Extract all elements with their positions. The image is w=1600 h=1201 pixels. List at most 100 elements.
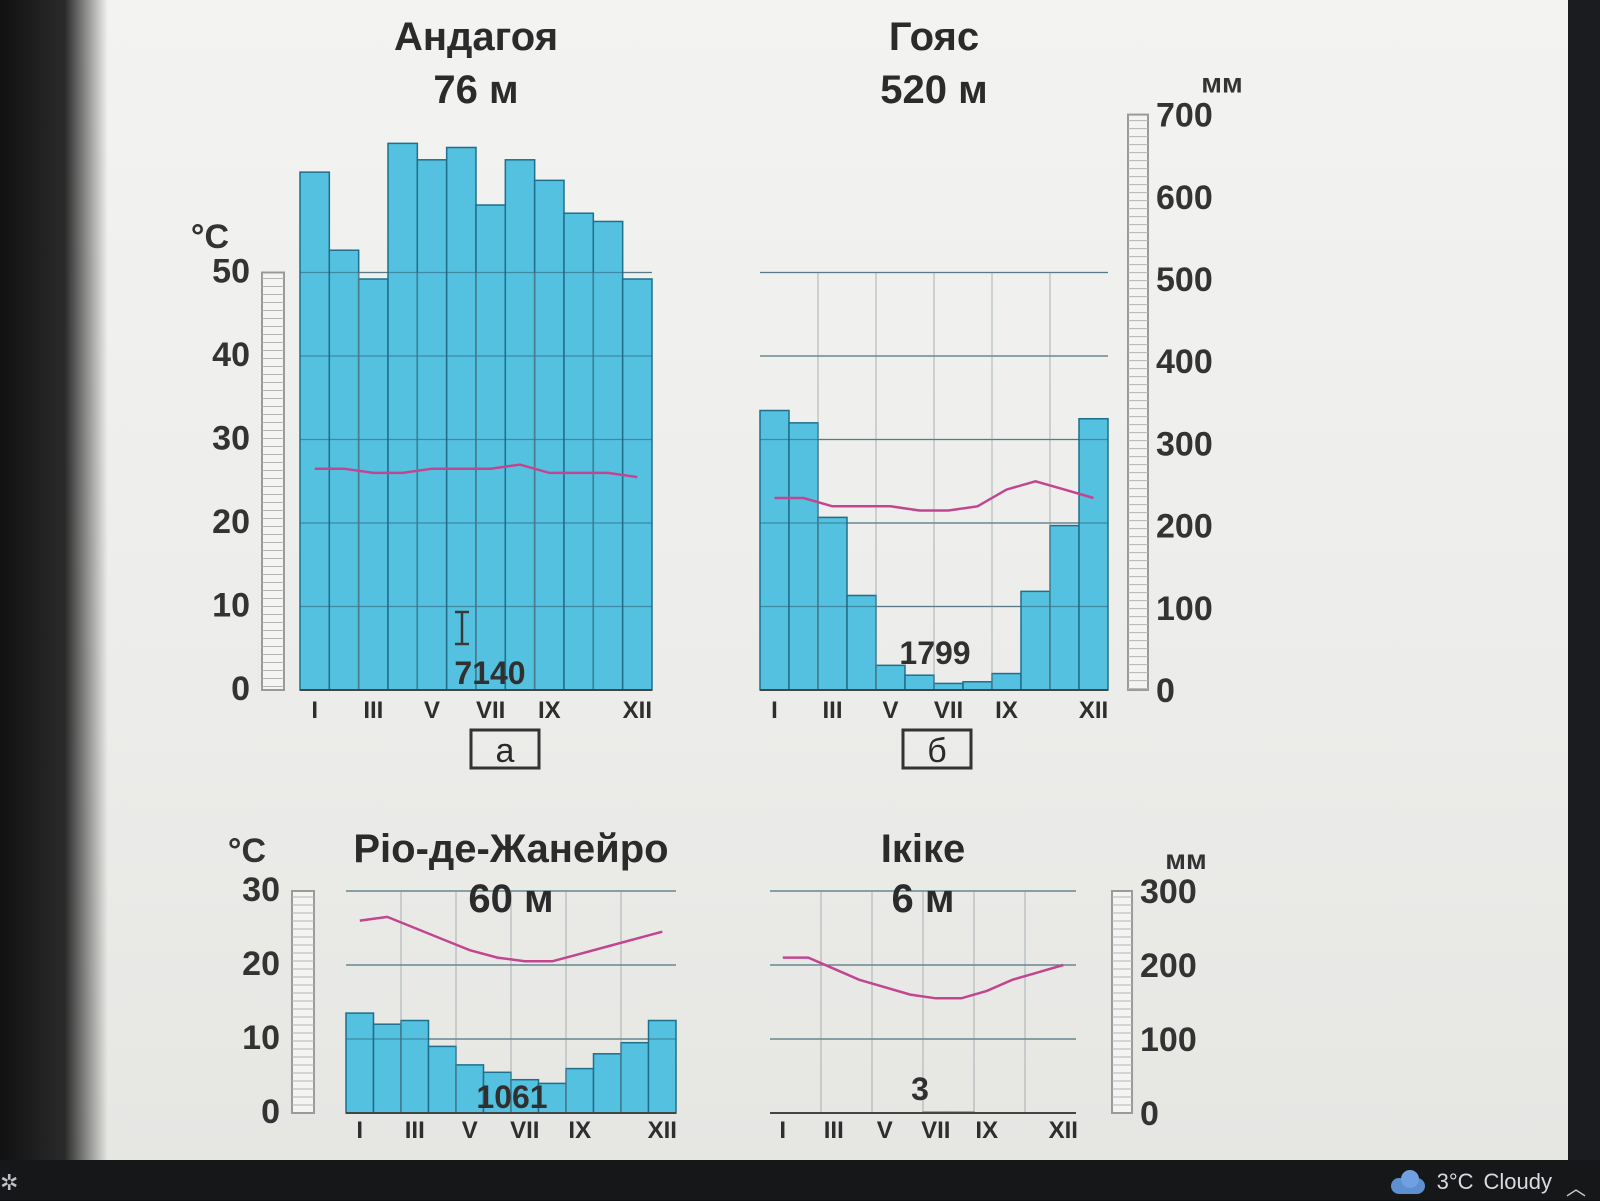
month-label-I: I: [771, 697, 778, 724]
month-label-IX: IX: [538, 697, 561, 724]
precip-bar-III: [400, 1019, 430, 1114]
precip-bar-IX: [565, 1067, 595, 1114]
panel-tag-box: [901, 728, 973, 770]
temperature-line: [359, 915, 663, 963]
precip-bar-V: [416, 159, 448, 691]
temp-axis-unit: °C: [228, 832, 266, 870]
chart-title: Ріо-де-Жанейро: [353, 827, 668, 871]
temp-tick-40: 40: [212, 336, 250, 374]
taskbar: [0, 1160, 1600, 1200]
precip-bar-III: [357, 278, 389, 691]
precip-bar-XI: [1049, 524, 1080, 691]
month-label-V: V: [882, 697, 898, 724]
chart-panel-d: [770, 890, 1076, 1114]
precip-bar-VI: [904, 674, 935, 691]
precip-total: 7140: [454, 655, 525, 691]
precip-tick-600: 600: [1156, 179, 1213, 217]
precip-bar-II: [788, 422, 819, 691]
month-label-III: III: [824, 1117, 844, 1144]
precip-bar-I: [299, 171, 331, 691]
weather-widget[interactable]: 3°C Cloudy: [1389, 1168, 1552, 1196]
precip-tick-200: 200: [1156, 508, 1213, 546]
temp-tick-0: 0: [261, 1093, 280, 1131]
precip-bar-XI: [592, 220, 624, 691]
precip-bar-IX: [533, 179, 565, 691]
month-label-I: I: [779, 1117, 786, 1144]
month-label-V: V: [877, 1117, 893, 1144]
month-label-III: III: [363, 697, 383, 724]
chart-panel-c: [345, 890, 677, 1114]
month-label-IX: IX: [568, 1117, 591, 1144]
temperature-line: [774, 479, 1094, 512]
month-label-I: I: [356, 1117, 363, 1144]
chart-panel-b: [759, 271, 1109, 770]
precip-bar-VII: [475, 204, 507, 691]
chart-title: Ікіке: [881, 827, 966, 871]
month-label-I: I: [311, 697, 318, 724]
precip-bar-XII: [1078, 417, 1109, 691]
precip-bar-VI: [445, 146, 477, 691]
month-label-IX: IX: [975, 1117, 998, 1144]
temp-tick-20: 20: [242, 945, 280, 983]
precip-tick-0: 0: [1140, 1095, 1159, 1133]
precip-bar-III: [817, 516, 848, 691]
left-window-edge: [0, 0, 108, 1160]
precip-bar-X: [563, 212, 595, 691]
precip-bar-V: [455, 1064, 485, 1114]
gear-icon[interactable]: ✲: [0, 1170, 19, 1195]
panel-tag: б: [927, 732, 946, 770]
month-label-XII: XII: [1049, 1117, 1078, 1144]
chart-title: Гояс: [889, 15, 979, 59]
chart-subtitle: 60 м: [468, 877, 553, 921]
temp-tick-50: 50: [212, 253, 250, 291]
precip-bar-VIII: [962, 681, 993, 691]
month-label-III: III: [822, 697, 842, 724]
precip-bar-VIII: [504, 159, 536, 691]
precip-bar-IV: [427, 1045, 457, 1114]
precip-bar-IV: [846, 594, 877, 691]
precip-bar-I: [759, 409, 790, 691]
precip-total: 1061: [476, 1079, 547, 1115]
temp-tick-30: 30: [212, 420, 250, 458]
precip-bar-X: [1020, 590, 1051, 691]
precip-total: 1799: [899, 635, 970, 671]
precip-bar-IX: [991, 672, 1022, 691]
precip-axis-ladder: [1127, 113, 1149, 692]
temp-tick-20: 20: [212, 503, 250, 541]
precip-axis-unit: мм: [1201, 68, 1242, 99]
precip-bar-X: [592, 1053, 622, 1114]
precip-bar-XII: [621, 278, 653, 691]
temp-axis-unit: °C: [191, 218, 229, 256]
month-label-III: III: [405, 1117, 425, 1144]
month-label-IX: IX: [995, 697, 1018, 724]
temp-tick-30: 30: [242, 871, 280, 909]
precip-bar-II: [372, 1023, 402, 1114]
panel-tag: а: [496, 732, 515, 770]
cloud-icon: [1389, 1170, 1427, 1194]
chart-subtitle: 76 м: [433, 68, 518, 112]
temp-tick-10: 10: [212, 587, 250, 625]
precip-tick-100: 100: [1140, 1021, 1197, 1059]
chart-subtitle: 520 м: [880, 68, 987, 112]
precip-bar-XII: [647, 1019, 677, 1114]
temp-tick-0: 0: [231, 670, 250, 708]
temp-axis-ladder: [291, 890, 315, 1114]
month-label-V: V: [462, 1117, 478, 1144]
precip-tick-500: 500: [1156, 261, 1213, 299]
temp-tick-10: 10: [242, 1019, 280, 1057]
weather-condition: Cloudy: [1483, 1169, 1552, 1194]
precip-bar-IV: [387, 142, 419, 691]
precip-tick-300: 300: [1140, 873, 1197, 911]
panel-tag-box: [469, 728, 541, 770]
precip-axis-ladder: [1111, 890, 1133, 1114]
precip-tick-0: 0: [1156, 672, 1175, 710]
chart-subtitle: 6 м: [892, 877, 955, 921]
precip-bar-XI: [620, 1041, 650, 1114]
month-label-VII: VII: [510, 1117, 539, 1144]
precip-tick-700: 700: [1156, 97, 1213, 135]
month-label-VII: VII: [476, 697, 505, 724]
chevron-up-icon[interactable]: ︿: [1566, 1178, 1586, 1200]
precip-axis-unit: мм: [1165, 844, 1206, 875]
precip-total: 3: [911, 1071, 929, 1107]
